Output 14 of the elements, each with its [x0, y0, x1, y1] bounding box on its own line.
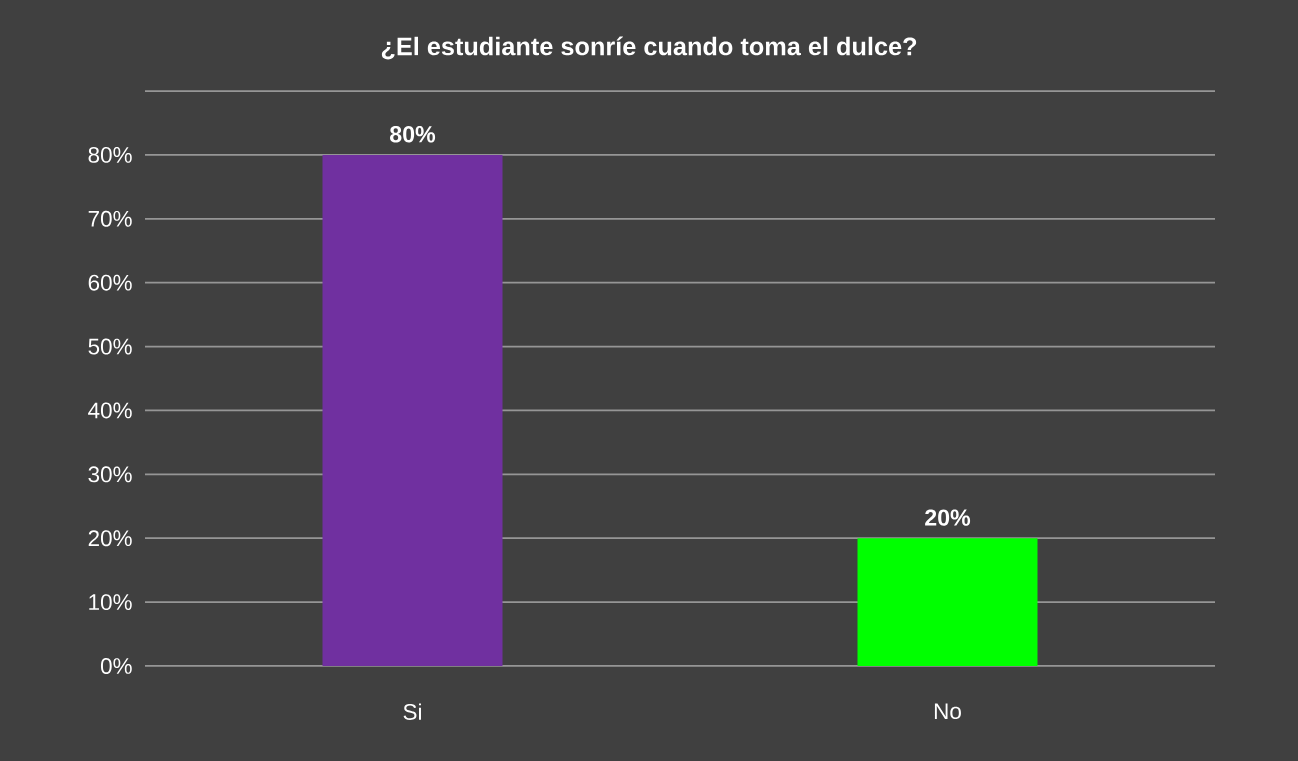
data-label: 20%	[925, 509, 971, 526]
y-tick-label: 60%	[88, 274, 132, 291]
y-tick-label: 20%	[88, 530, 132, 547]
y-tick-label: 0%	[100, 658, 132, 674]
y-tick-label: 80%	[88, 146, 132, 163]
y-tick-label: 30%	[88, 466, 132, 483]
x-tick-label: No	[934, 703, 961, 720]
y-tick-label: 50%	[88, 338, 132, 355]
y-tick-label: 40%	[88, 402, 132, 419]
x-tick-label: Si	[403, 703, 421, 720]
y-tick-label: 10%	[89, 594, 132, 611]
data-label: 80%	[390, 126, 436, 143]
chart-title: ¿El estudiante sonríe cuando toma el dulce?	[381, 36, 917, 60]
y-tick-label: 70%	[88, 210, 132, 227]
